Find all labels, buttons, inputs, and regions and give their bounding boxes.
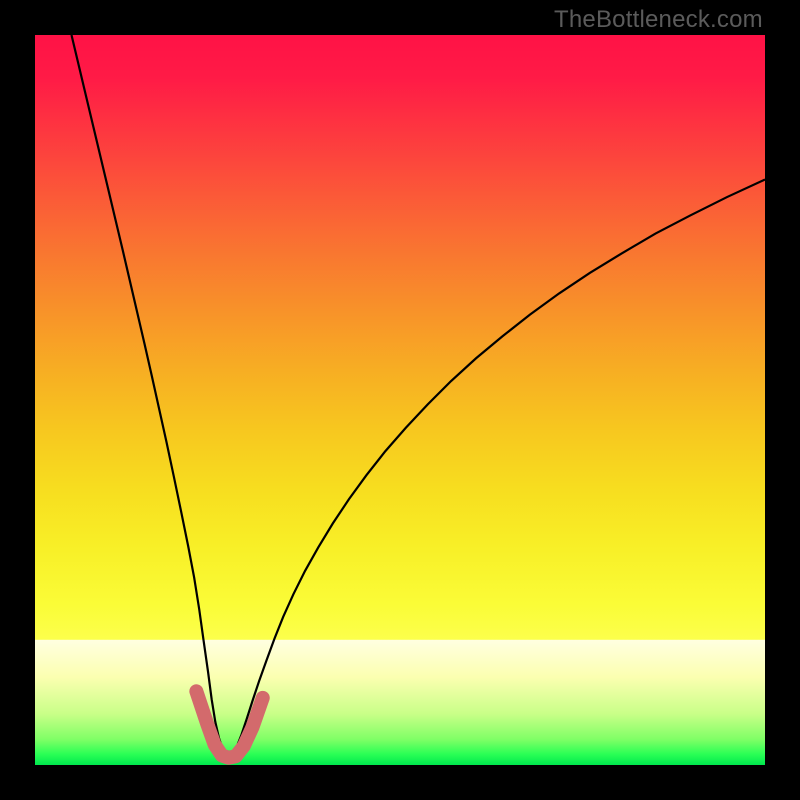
watermark-text: TheBottleneck.com: [554, 6, 763, 34]
bottleneck-chart: [0, 0, 800, 800]
chart-stage: TheBottleneck.com: [0, 0, 800, 800]
gradient-plot-area: [35, 35, 765, 765]
